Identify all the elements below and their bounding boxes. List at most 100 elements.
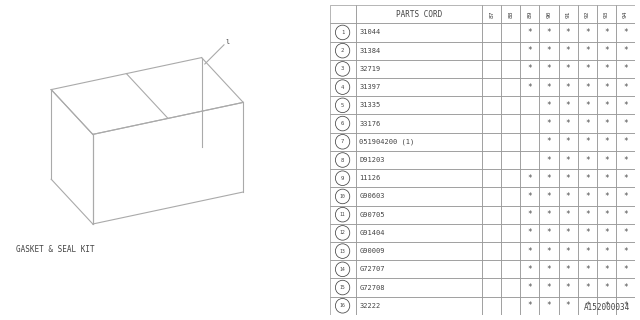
Bar — [501, 96, 520, 115]
Text: G91404: G91404 — [359, 230, 385, 236]
Bar — [559, 115, 578, 133]
Text: *: * — [604, 301, 609, 310]
Text: G90705: G90705 — [359, 212, 385, 218]
Text: 88: 88 — [508, 11, 513, 18]
Bar — [330, 5, 356, 23]
Bar — [540, 169, 559, 187]
Bar — [559, 96, 578, 115]
Text: *: * — [585, 210, 589, 219]
Bar — [616, 133, 635, 151]
Text: *: * — [623, 101, 628, 110]
Bar — [520, 297, 540, 315]
Bar — [616, 5, 635, 23]
Bar — [330, 151, 356, 169]
Bar — [540, 224, 559, 242]
Bar — [483, 23, 501, 42]
Bar — [330, 187, 356, 205]
Bar — [483, 242, 501, 260]
Bar — [578, 297, 596, 315]
Text: *: * — [585, 301, 589, 310]
Text: *: * — [623, 301, 628, 310]
Bar — [540, 23, 559, 42]
Bar — [501, 260, 520, 278]
Bar — [540, 205, 559, 224]
Bar — [501, 205, 520, 224]
Text: *: * — [585, 192, 589, 201]
Bar — [483, 297, 501, 315]
Bar — [356, 5, 483, 23]
Bar — [540, 297, 559, 315]
Bar — [483, 5, 501, 23]
Bar — [540, 278, 559, 297]
Bar — [596, 23, 616, 42]
Bar — [356, 60, 483, 78]
Text: G90009: G90009 — [359, 248, 385, 254]
Bar — [616, 115, 635, 133]
Text: 87: 87 — [489, 11, 494, 18]
Text: *: * — [585, 283, 589, 292]
Bar — [330, 133, 356, 151]
Text: A152000034: A152000034 — [584, 303, 630, 312]
Bar — [356, 260, 483, 278]
Bar — [501, 224, 520, 242]
Text: *: * — [604, 210, 609, 219]
Bar — [356, 297, 483, 315]
Text: *: * — [566, 210, 570, 219]
Bar — [330, 115, 356, 133]
Bar — [483, 151, 501, 169]
Text: *: * — [566, 64, 570, 73]
Text: *: * — [527, 192, 532, 201]
Text: *: * — [547, 247, 551, 256]
Bar — [540, 151, 559, 169]
Text: *: * — [623, 64, 628, 73]
Text: *: * — [527, 210, 532, 219]
Bar — [616, 23, 635, 42]
Bar — [616, 242, 635, 260]
Bar — [501, 297, 520, 315]
Text: *: * — [585, 119, 589, 128]
Bar — [578, 23, 596, 42]
Bar — [559, 5, 578, 23]
Bar — [483, 169, 501, 187]
Bar — [596, 96, 616, 115]
Text: 6: 6 — [341, 121, 344, 126]
Bar — [540, 115, 559, 133]
Bar — [501, 169, 520, 187]
Bar — [356, 187, 483, 205]
Text: *: * — [547, 28, 551, 37]
Text: *: * — [566, 192, 570, 201]
Bar — [540, 5, 559, 23]
Bar — [520, 187, 540, 205]
Text: *: * — [604, 101, 609, 110]
Bar — [520, 42, 540, 60]
Text: *: * — [566, 174, 570, 183]
Text: 94: 94 — [623, 11, 628, 18]
Text: *: * — [527, 174, 532, 183]
Bar — [330, 96, 356, 115]
Bar — [520, 224, 540, 242]
Text: *: * — [623, 247, 628, 256]
Bar — [330, 224, 356, 242]
Bar — [596, 151, 616, 169]
Bar — [330, 42, 356, 60]
Text: *: * — [527, 265, 532, 274]
Bar — [616, 60, 635, 78]
Bar — [483, 278, 501, 297]
Text: *: * — [585, 156, 589, 164]
Text: *: * — [566, 156, 570, 164]
Bar — [330, 78, 356, 96]
Bar — [596, 297, 616, 315]
Bar — [330, 169, 356, 187]
Bar — [356, 205, 483, 224]
Bar — [540, 60, 559, 78]
Text: *: * — [566, 265, 570, 274]
Text: *: * — [547, 156, 551, 164]
Bar — [596, 60, 616, 78]
Bar — [501, 78, 520, 96]
Text: *: * — [547, 137, 551, 146]
Text: *: * — [623, 83, 628, 92]
Text: *: * — [585, 46, 589, 55]
Text: 14: 14 — [340, 267, 346, 272]
Text: *: * — [527, 301, 532, 310]
Bar — [501, 42, 520, 60]
